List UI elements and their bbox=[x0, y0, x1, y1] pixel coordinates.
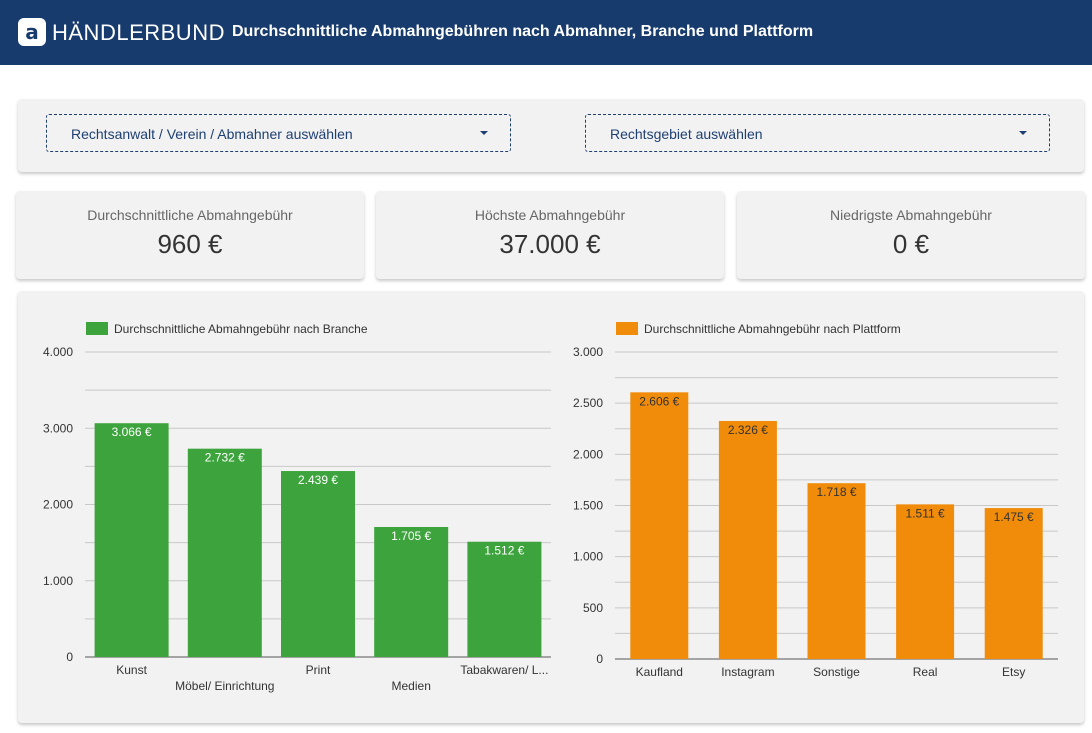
plattform-y-tick-label: 0 bbox=[596, 652, 603, 666]
filter-panel: Rechtsanwalt / Verein / Abmahner auswähl… bbox=[18, 99, 1084, 172]
branche-y-tick-label: 1.000 bbox=[43, 574, 73, 588]
kpi-highest-card: Höchste Abmahngebühr 37.000 € bbox=[376, 191, 724, 279]
branche-legend-label: Durchschnittliche Abmahngebühr nach Bran… bbox=[114, 322, 368, 336]
plattform-bar bbox=[807, 483, 866, 659]
branche-bar bbox=[94, 423, 169, 657]
plattform-y-tick-label: 3.000 bbox=[573, 345, 603, 359]
branche-bar bbox=[467, 541, 542, 657]
plattform-y-tick-label: 1.500 bbox=[573, 499, 603, 513]
abmahner-select[interactable]: Rechtsanwalt / Verein / Abmahner auswähl… bbox=[46, 114, 511, 152]
kpi-average-label: Durchschnittliche Abmahngebühr bbox=[87, 207, 293, 223]
branche-bar-chart: 0 1.000 2.000 3.000 4.000 Durchschnittliche A… bbox=[43, 322, 551, 693]
plattform-y-tick-label: 1.000 bbox=[573, 550, 603, 564]
plattform-bar-value-label: 1.718 € bbox=[816, 485, 856, 499]
plattform-y-tick-label: 2.000 bbox=[573, 447, 603, 461]
kpi-average-value: 960 € bbox=[157, 229, 223, 259]
rechtsgebiet-select-label: Rechtsgebiet auswählen bbox=[610, 126, 763, 142]
abmahner-select-label: Rechtsanwalt / Verein / Abmahner auswähl… bbox=[71, 126, 353, 142]
kpi-lowest-value: 0 € bbox=[892, 229, 930, 259]
plattform-category-label: Kaufland bbox=[636, 665, 683, 679]
branche-category-label: Kunst bbox=[116, 663, 147, 677]
branche-legend-swatch bbox=[86, 322, 108, 335]
plattform-bar bbox=[630, 392, 689, 659]
branche-category-label: Medien bbox=[392, 679, 431, 693]
branche-bar bbox=[374, 526, 449, 657]
plattform-bar-value-label: 2.606 € bbox=[639, 394, 679, 408]
plattform-category-label: Real bbox=[913, 665, 938, 679]
plattform-legend-label: Durchschnittliche Abmahngebühr nach Plat… bbox=[644, 322, 901, 336]
plattform-bar-value-label: 1.475 € bbox=[994, 510, 1034, 524]
kpi-highest-label: Höchste Abmahngebühr bbox=[474, 207, 626, 223]
branche-bar-value-label: 2.732 € bbox=[205, 451, 245, 465]
kpi-highest-value: 37.000 € bbox=[499, 229, 601, 259]
kpi-average-card: Durchschnittliche Abmahngebühr 960 € bbox=[16, 191, 364, 279]
plattform-legend-swatch bbox=[616, 322, 638, 335]
branche-y-tick-label: 3.000 bbox=[43, 421, 73, 435]
branche-y-tick-label: 4.000 bbox=[43, 345, 73, 359]
plattform-bar-value-label: 2.326 € bbox=[728, 423, 768, 437]
branche-bar-value-label: 1.705 € bbox=[391, 529, 431, 543]
rechtsgebiet-select[interactable]: Rechtsgebiet auswählen bbox=[585, 114, 1050, 152]
plattform-category-label: Etsy bbox=[1002, 665, 1025, 679]
plattform-bar bbox=[896, 504, 955, 659]
plattform-category-label: Instagram bbox=[721, 665, 774, 679]
app-header: a HÄNDLERBUND Durchschnittliche Abmahnge… bbox=[0, 0, 1092, 65]
branche-bar bbox=[281, 471, 355, 657]
branche-y-tick-label: 2.000 bbox=[43, 498, 73, 512]
plattform-category-label: Sonstige bbox=[813, 665, 860, 679]
branche-category-label: Tabakwaren/ L... bbox=[460, 663, 548, 677]
plattform-bar-chart: 0 500 1.000 1.500 2.000 2.500 3.000 Durchschnit… bbox=[573, 322, 1058, 679]
chevron-down-icon bbox=[1019, 131, 1027, 135]
plattform-y-tick-label: 2.500 bbox=[573, 396, 603, 410]
chevron-down-icon bbox=[480, 131, 488, 135]
branche-bar-value-label: 2.439 € bbox=[298, 473, 338, 487]
branche-category-label: Print bbox=[306, 663, 331, 677]
kpi-lowest-label: Niedrigste Abmahngebühr bbox=[830, 207, 992, 223]
branche-bar bbox=[187, 448, 262, 657]
brand-name: HÄNDLERBUND bbox=[52, 20, 225, 45]
charts-panel: 0 1.000 2.000 3.000 4.000 Durchschnittliche A… bbox=[18, 291, 1084, 723]
plattform-bar-value-label: 1.511 € bbox=[906, 506, 945, 520]
plattform-bar bbox=[984, 508, 1043, 659]
branche-bar-value-label: 3.066 € bbox=[112, 425, 152, 439]
kpi-lowest-card: Niedrigste Abmahngebühr 0 € bbox=[737, 191, 1085, 279]
plattform-bar bbox=[718, 420, 777, 659]
page-title: Durchschnittliche Abmahngebühren nach Ab… bbox=[232, 23, 814, 40]
plattform-y-tick-label: 500 bbox=[583, 601, 603, 615]
branche-bar-value-label: 1.512 € bbox=[484, 544, 524, 558]
branche-category-label: Möbel/ Einrichtung bbox=[175, 679, 274, 693]
branche-y-tick-label: 0 bbox=[66, 650, 73, 664]
haendlerbund-logo-icon: a bbox=[18, 18, 46, 46]
